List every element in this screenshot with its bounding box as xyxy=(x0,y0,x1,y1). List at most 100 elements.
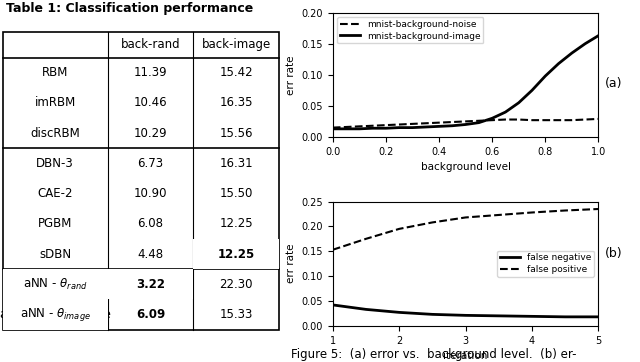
mnist-background-noise xyxy=(555,118,563,122)
false negative xyxy=(396,310,403,315)
Y-axis label: err rate: err rate xyxy=(286,55,296,94)
false negative xyxy=(462,313,470,317)
false positive xyxy=(429,220,436,224)
mnist-background-image xyxy=(581,42,589,46)
Bar xyxy=(193,239,279,269)
mnist-background-noise xyxy=(382,123,390,127)
Text: 6.73: 6.73 xyxy=(138,157,164,170)
Text: PGBM: PGBM xyxy=(38,217,72,230)
Line: false negative: false negative xyxy=(333,305,598,317)
Text: 16.31: 16.31 xyxy=(219,157,253,170)
Text: 15.50: 15.50 xyxy=(220,187,253,200)
mnist-background-image xyxy=(462,122,470,127)
X-axis label: background level: background level xyxy=(420,162,511,172)
Text: discRBM: discRBM xyxy=(30,127,80,140)
Line: mnist-background-image: mnist-background-image xyxy=(333,36,598,129)
mnist-background-image xyxy=(382,126,390,130)
false positive xyxy=(495,213,502,217)
mnist-background-image xyxy=(435,124,443,129)
mnist-background-noise xyxy=(502,117,509,122)
Text: 15.56: 15.56 xyxy=(220,127,253,140)
mnist-background-noise xyxy=(449,120,456,124)
false negative xyxy=(429,312,436,316)
false negative xyxy=(528,314,536,319)
false negative xyxy=(595,315,602,319)
X-axis label: iteration: iteration xyxy=(444,351,488,361)
Text: DBN-3: DBN-3 xyxy=(36,157,74,170)
mnist-background-image xyxy=(356,127,364,131)
false positive xyxy=(362,237,370,241)
false positive xyxy=(561,208,569,212)
false negative xyxy=(561,315,569,319)
Text: 3.22: 3.22 xyxy=(136,278,165,291)
Text: 6.08: 6.08 xyxy=(138,217,163,230)
false positive xyxy=(595,207,602,211)
Text: 3.22: 3.22 xyxy=(138,278,164,291)
Text: RBM: RBM xyxy=(42,66,68,79)
Y-axis label: err rate: err rate xyxy=(286,244,296,283)
mnist-background-noise xyxy=(435,121,443,125)
Text: 4.48: 4.48 xyxy=(138,248,164,261)
Bar xyxy=(3,269,108,299)
Text: 12.25: 12.25 xyxy=(218,248,255,261)
Text: 12.25: 12.25 xyxy=(219,217,253,230)
mnist-background-image xyxy=(555,62,563,66)
mnist-background-image xyxy=(329,127,337,131)
Text: Table 1: Classification performance: Table 1: Classification performance xyxy=(6,2,253,15)
Text: 10.46: 10.46 xyxy=(134,96,167,109)
Bar xyxy=(3,299,108,330)
Text: CAE-2: CAE-2 xyxy=(38,187,73,200)
mnist-background-noise xyxy=(329,126,337,130)
mnist-background-image xyxy=(568,51,576,55)
mnist-background-image xyxy=(541,74,549,78)
Line: false positive: false positive xyxy=(333,209,598,250)
Text: 14.34: 14.34 xyxy=(218,248,255,261)
mnist-background-noise xyxy=(342,125,350,129)
mnist-background-noise xyxy=(581,117,589,122)
Text: back-image: back-image xyxy=(202,38,271,51)
mnist-background-image xyxy=(528,88,536,93)
false positive xyxy=(528,210,536,215)
mnist-background-image xyxy=(488,116,496,121)
Legend: false negative, false positive: false negative, false positive xyxy=(497,251,594,277)
mnist-background-noise xyxy=(568,118,576,122)
Text: 22.30: 22.30 xyxy=(220,278,253,291)
mnist-background-noise xyxy=(541,118,549,122)
false positive xyxy=(396,227,403,231)
false positive xyxy=(462,215,470,220)
mnist-background-image xyxy=(342,127,350,131)
Text: back-rand: back-rand xyxy=(121,38,180,51)
Text: aNN - theta_rand: aNN - theta_rand xyxy=(4,278,106,291)
mnist-background-image xyxy=(475,121,483,125)
Text: 6.09: 6.09 xyxy=(136,308,165,321)
false negative xyxy=(362,307,370,312)
mnist-background-noise xyxy=(595,117,602,121)
Bar xyxy=(108,269,193,299)
mnist-background-image xyxy=(369,126,376,130)
Text: aNN - $\theta_{image}$: aNN - $\theta_{image}$ xyxy=(20,306,91,323)
Text: (a): (a) xyxy=(605,77,622,90)
Legend: mnist-background-noise, mnist-background-image: mnist-background-noise, mnist-background… xyxy=(337,17,483,43)
Text: 16.35: 16.35 xyxy=(220,96,253,109)
Text: aNN - $\theta_{rand}$: aNN - $\theta_{rand}$ xyxy=(23,277,88,292)
false positive xyxy=(329,248,337,252)
mnist-background-image xyxy=(422,125,429,129)
Text: 11.39: 11.39 xyxy=(134,66,167,79)
Text: 10.29: 10.29 xyxy=(134,127,167,140)
Text: sDBN: sDBN xyxy=(39,248,71,261)
mnist-background-image xyxy=(396,126,403,130)
mnist-background-noise xyxy=(396,122,403,127)
false negative xyxy=(495,314,502,318)
mnist-background-noise xyxy=(528,118,536,122)
Text: 15.42: 15.42 xyxy=(219,66,253,79)
Text: (b): (b) xyxy=(605,247,623,260)
mnist-background-image xyxy=(502,110,509,114)
mnist-background-noise xyxy=(488,118,496,122)
mnist-background-image xyxy=(515,101,523,105)
mnist-background-noise xyxy=(409,122,417,126)
mnist-background-noise xyxy=(475,119,483,123)
Text: imRBM: imRBM xyxy=(35,96,76,109)
mnist-background-noise xyxy=(356,124,364,129)
Line: mnist-background-noise: mnist-background-noise xyxy=(333,119,598,128)
Text: aNN - theta_image: aNN - theta_image xyxy=(0,308,111,321)
